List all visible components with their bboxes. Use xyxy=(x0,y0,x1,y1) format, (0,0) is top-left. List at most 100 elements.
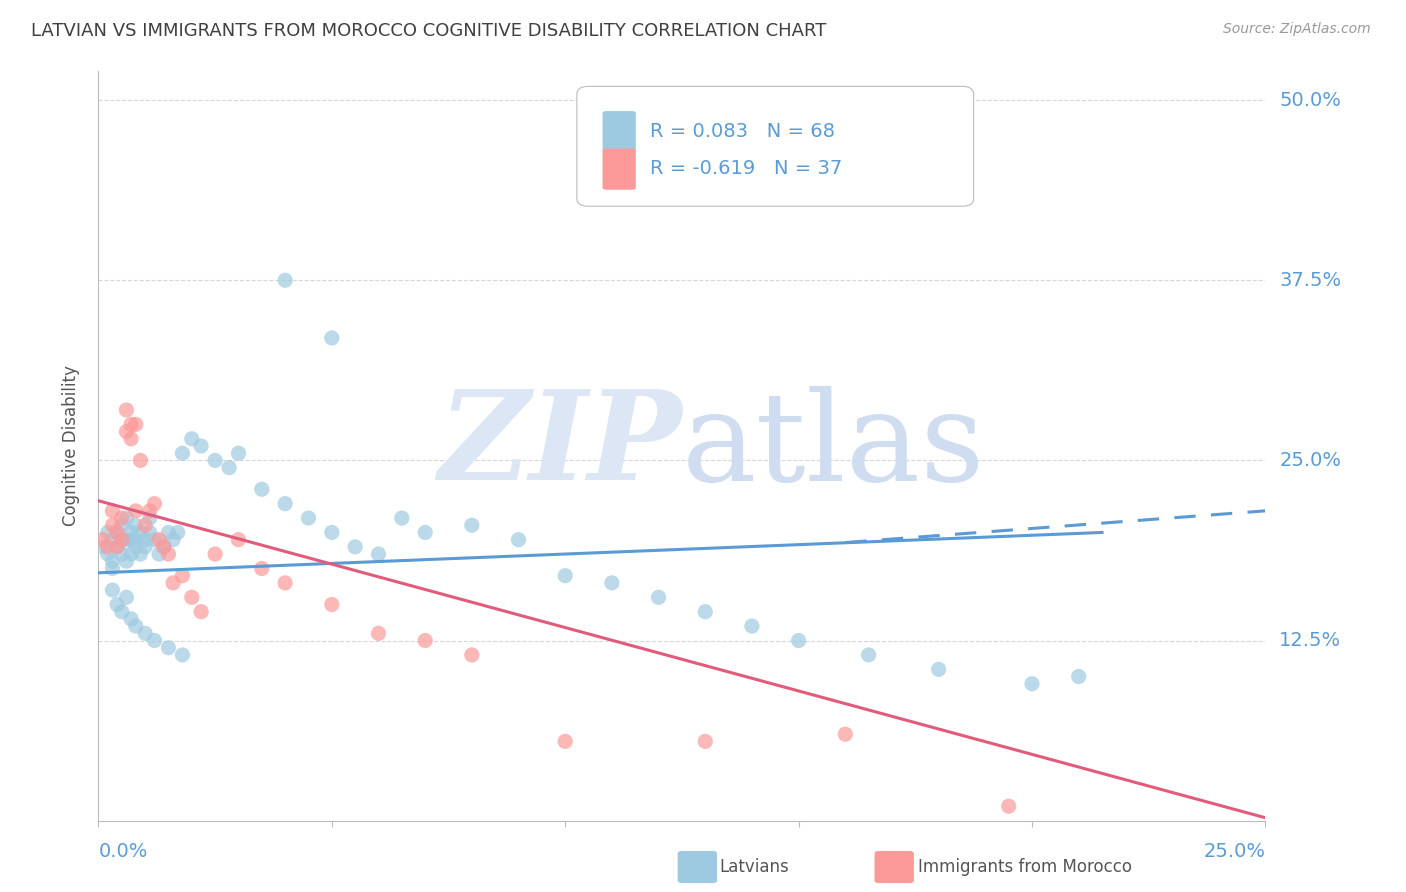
Point xyxy=(367,547,389,561)
Point xyxy=(120,533,142,547)
Point xyxy=(413,633,436,648)
Point xyxy=(115,403,138,417)
Point xyxy=(105,540,128,554)
Point xyxy=(120,547,142,561)
Point xyxy=(111,518,134,533)
Point xyxy=(148,547,170,561)
Point xyxy=(134,518,156,533)
Point xyxy=(274,497,297,511)
Point xyxy=(152,540,174,554)
Point xyxy=(157,525,180,540)
Point xyxy=(139,511,162,525)
Point xyxy=(91,533,114,547)
Point xyxy=(143,497,166,511)
Point xyxy=(120,612,142,626)
Text: 50.0%: 50.0% xyxy=(1279,91,1341,110)
Point xyxy=(143,533,166,547)
Text: 0.0%: 0.0% xyxy=(98,842,148,861)
Point xyxy=(111,533,134,547)
Point xyxy=(461,648,484,662)
Point xyxy=(120,432,142,446)
Point xyxy=(717,172,740,186)
Point xyxy=(162,533,184,547)
Point xyxy=(344,540,367,554)
Point xyxy=(148,533,170,547)
Point xyxy=(115,533,138,547)
Point xyxy=(180,591,202,605)
Point xyxy=(391,511,413,525)
Point xyxy=(858,648,880,662)
Point xyxy=(190,605,212,619)
Point xyxy=(101,554,124,568)
Point xyxy=(928,662,950,676)
Point xyxy=(111,605,134,619)
Point xyxy=(554,568,576,582)
Point xyxy=(101,504,124,518)
Point xyxy=(97,525,120,540)
Text: Immigrants from Morocco: Immigrants from Morocco xyxy=(918,858,1132,876)
Point xyxy=(172,446,194,460)
Point xyxy=(321,525,343,540)
Point xyxy=(1067,669,1090,683)
Point xyxy=(115,591,138,605)
Point xyxy=(787,633,810,648)
Point xyxy=(172,648,194,662)
Point xyxy=(115,425,138,439)
Point xyxy=(647,591,669,605)
Point xyxy=(461,518,484,533)
Point xyxy=(101,583,124,598)
Point xyxy=(367,626,389,640)
Point xyxy=(125,533,148,547)
Text: R = 0.083   N = 68: R = 0.083 N = 68 xyxy=(650,121,835,141)
Point xyxy=(162,575,184,590)
Point xyxy=(111,511,134,525)
Point xyxy=(134,540,156,554)
Point xyxy=(413,525,436,540)
Point xyxy=(97,547,120,561)
Point xyxy=(115,554,138,568)
Text: 25.0%: 25.0% xyxy=(1279,451,1341,470)
Point xyxy=(157,547,180,561)
Text: R = -0.619   N = 37: R = -0.619 N = 37 xyxy=(650,159,842,178)
Text: 37.5%: 37.5% xyxy=(1279,271,1341,290)
Point xyxy=(695,605,717,619)
Point xyxy=(120,417,142,432)
Point xyxy=(115,511,138,525)
Point xyxy=(204,453,226,467)
Point xyxy=(218,460,240,475)
Point xyxy=(129,547,152,561)
Point xyxy=(180,432,202,446)
Point xyxy=(250,561,273,575)
Y-axis label: Cognitive Disability: Cognitive Disability xyxy=(62,366,80,526)
Point xyxy=(228,533,250,547)
Point xyxy=(228,446,250,460)
Point xyxy=(834,727,856,741)
Point xyxy=(91,540,114,554)
Point xyxy=(101,533,124,547)
Text: LATVIAN VS IMMIGRANTS FROM MOROCCO COGNITIVE DISABILITY CORRELATION CHART: LATVIAN VS IMMIGRANTS FROM MOROCCO COGNI… xyxy=(31,22,827,40)
Point xyxy=(139,525,162,540)
Point xyxy=(105,598,128,612)
Point xyxy=(297,511,319,525)
Point xyxy=(105,540,128,554)
Point xyxy=(600,575,623,590)
Point xyxy=(125,417,148,432)
Point xyxy=(120,525,142,540)
Point xyxy=(1021,677,1043,691)
Text: ZIP: ZIP xyxy=(439,385,682,507)
Point xyxy=(143,633,166,648)
Point xyxy=(125,619,148,633)
FancyBboxPatch shape xyxy=(603,149,636,190)
Text: 12.5%: 12.5% xyxy=(1279,631,1341,650)
Point xyxy=(111,547,134,561)
Text: Source: ZipAtlas.com: Source: ZipAtlas.com xyxy=(1223,22,1371,37)
Point xyxy=(741,619,763,633)
Point xyxy=(997,799,1019,814)
Point xyxy=(134,533,156,547)
Point xyxy=(321,598,343,612)
Point xyxy=(250,482,273,496)
Point xyxy=(105,525,128,540)
Point xyxy=(152,540,174,554)
Point xyxy=(129,525,152,540)
Point xyxy=(111,533,134,547)
